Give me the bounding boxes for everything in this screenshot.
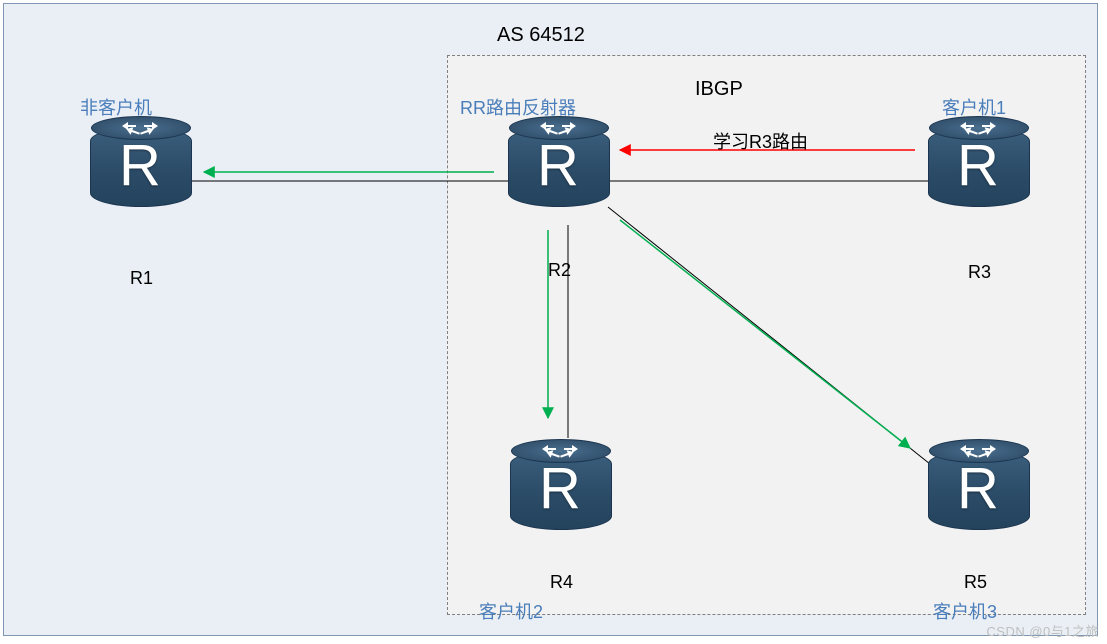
diagram-canvas: AS 64512 IBGP R R [0, 0, 1107, 644]
router-letter: R [928, 460, 1028, 518]
router-r3: R [928, 115, 1028, 225]
router-role-r5: 客户机3 [933, 598, 997, 624]
router-letter: R [508, 137, 608, 195]
ibgp-title: IBGP [695, 78, 743, 101]
router-name-r2: R2 [548, 260, 571, 281]
router-r1: R [90, 115, 190, 225]
router-r2: R [508, 115, 608, 225]
watermark: CSDN @0与1之旅 [986, 621, 1099, 640]
router-letter: R [928, 137, 1028, 195]
router-role-r2: RR路由反射器 [460, 94, 576, 120]
router-name-r4: R4 [550, 572, 573, 593]
router-name-r5: R5 [964, 572, 987, 593]
router-role-r1: 非客户机 [80, 94, 152, 120]
learn-route-label: 学习R3路由 [713, 128, 808, 154]
router-role-r3: 客户机1 [942, 94, 1006, 120]
as-title: AS 64512 [497, 24, 585, 47]
router-letter: R [90, 137, 190, 195]
router-name-r1: R1 [130, 268, 153, 289]
router-r5: R [928, 438, 1028, 548]
router-role-r4: 客户机2 [479, 598, 543, 624]
router-letter: R [510, 460, 610, 518]
router-r4: R [510, 438, 610, 548]
router-name-r3: R3 [968, 262, 991, 283]
